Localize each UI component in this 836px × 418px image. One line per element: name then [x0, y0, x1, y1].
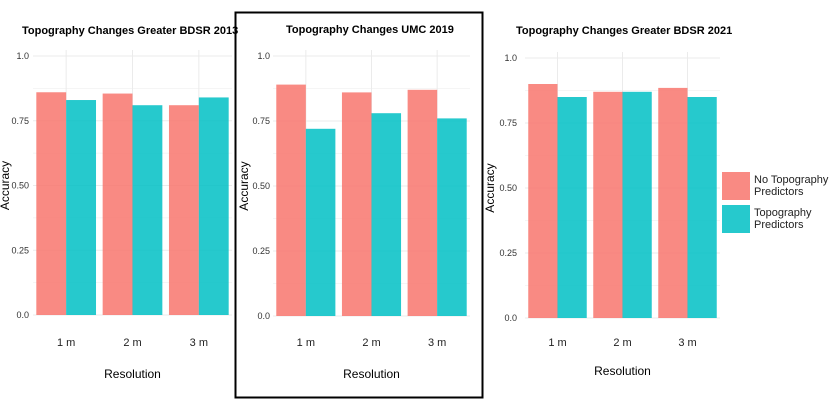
x-tick-label: 3 m	[428, 337, 446, 349]
x-tick-label: 2 m	[362, 337, 380, 349]
bar-no-topography-2m	[102, 93, 133, 316]
y-tick-label: 0.0	[504, 313, 517, 323]
bar-no-topography-3m	[407, 89, 438, 316]
bar-no-topography-1m	[528, 84, 558, 318]
y-tick-label: 1.0	[257, 51, 270, 61]
highlight-frame	[234, 11, 484, 399]
x-tick-label: 1 m	[297, 337, 315, 349]
bar-no-topography-1m	[36, 92, 67, 315]
chart-title: Topography Changes Greater BDSR 2021	[516, 25, 732, 37]
x-tick-label: 1 m	[57, 337, 75, 349]
chart-title: Topography Changes Greater BDSR 2013	[22, 25, 238, 37]
y-tick-label: 0.0	[257, 311, 270, 321]
y-tick-label: 0.0	[16, 310, 29, 320]
legend-label-no-topography: No Topography Predictors	[754, 174, 829, 198]
legend-label-topography: Topography Predictors	[754, 207, 812, 231]
bar-topography-2m	[132, 105, 163, 316]
x-axis-label: Resolution	[104, 367, 161, 381]
chart-panel-1: 0.0 0.25 0.50 0.75 1.0 1 m 2 m 3 m Topography Ch…	[0, 25, 238, 381]
x-tick-label: 3 m	[678, 337, 696, 349]
x-tick-label: 2 m	[123, 337, 141, 349]
chart-panel-2: 0.0 0.25 0.50 0.75 1.0 1 m 2 m 3 m Topography Ch…	[237, 24, 470, 381]
legend: No Topography Predictors Topography Predict…	[722, 172, 829, 233]
y-axis-label: Accuracy	[483, 163, 497, 212]
y-tick-label: 0.75	[11, 116, 29, 126]
y-tick-label: 0.25	[11, 245, 29, 255]
chart-title: Topography Changes UMC 2019	[286, 24, 454, 36]
bar-topography-3m	[198, 97, 229, 315]
chart-panel-3: 0.0 0.25 0.50 0.75 1.0 1 m 2 m 3 m Topography Ch…	[483, 25, 732, 378]
y-tick-label: 1.0	[504, 53, 517, 63]
y-tick-label: 0.25	[499, 248, 517, 258]
bar-topography-2m	[371, 113, 402, 316]
y-tick-label: 0.75	[499, 118, 517, 128]
bar-no-topography-3m	[658, 87, 688, 319]
legend-key-no-topography	[722, 172, 750, 200]
y-tick-label: 0.25	[252, 246, 270, 256]
bar-topography-1m	[305, 128, 336, 316]
bar-topography-1m	[66, 100, 97, 315]
legend-key-topography	[722, 205, 750, 233]
x-tick-label: 2 m	[613, 337, 631, 349]
x-tick-label: 1 m	[548, 337, 566, 349]
y-axis-label: Accuracy	[237, 161, 251, 210]
y-tick-label: 0.50	[499, 183, 517, 193]
y-tick-label: 0.50	[252, 181, 270, 191]
bar-topography-2m	[622, 91, 652, 318]
bar-no-topography-2m	[341, 92, 372, 317]
x-tick-label: 3 m	[190, 337, 208, 349]
bar-no-topography-2m	[593, 91, 623, 318]
bar-topography-1m	[557, 97, 587, 318]
bar-topography-3m	[687, 97, 717, 318]
bar-topography-3m	[437, 118, 467, 317]
y-axis-label: Accuracy	[0, 161, 12, 210]
x-axis-label: Resolution	[594, 364, 651, 378]
bar-no-topography-3m	[168, 105, 199, 316]
bar-no-topography-1m	[276, 84, 306, 316]
y-tick-label: 0.75	[252, 116, 270, 126]
y-tick-label: 0.50	[11, 181, 29, 191]
y-tick-label: 1.0	[16, 51, 29, 61]
x-axis-label: Resolution	[343, 367, 400, 381]
